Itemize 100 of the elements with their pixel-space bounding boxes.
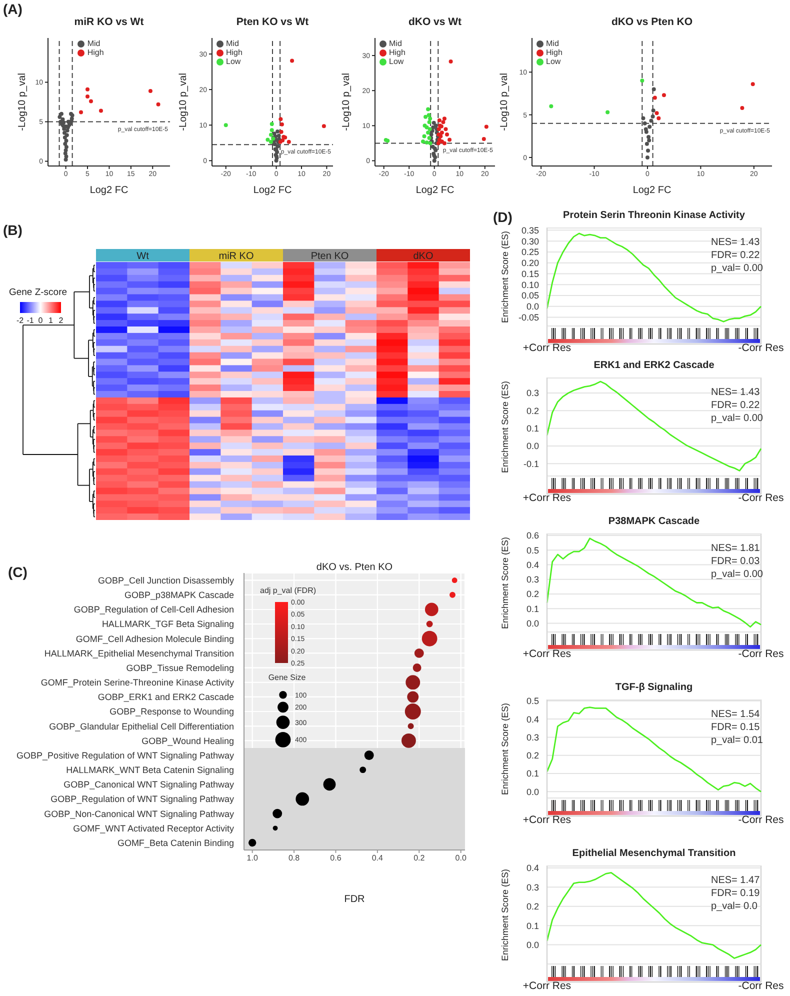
- chart-title: Pten KO vs Wt: [235, 16, 310, 28]
- y-tick-label: 0.1: [526, 424, 539, 434]
- color-bar-label: -2: [16, 316, 24, 325]
- x-tick-label: -Corr Res: [738, 814, 784, 826]
- x-axis-title: Log2 FC: [416, 185, 454, 196]
- x-axis-title: Log2 FC: [253, 185, 292, 196]
- text: (B): [3, 222, 22, 238]
- x-axis-title: Log2 FC: [632, 185, 672, 196]
- y-tick-label: 0.1: [526, 768, 539, 779]
- y-tick-label: GOMF_Beta Catenin Binding: [117, 838, 234, 848]
- x-tick-label: +Corr Res: [522, 980, 572, 992]
- y-tick-label: 0.0: [526, 786, 539, 797]
- y-tick-label: 0.0: [526, 441, 539, 452]
- chart-title: ERK1 and ERK2 Cascade: [592, 360, 716, 372]
- x-tick-label: 0.0: [455, 854, 467, 863]
- y-axis-title: Enrichment Score (ES): [500, 536, 510, 630]
- y-axis-title: Enrichment Score (ES): [500, 702, 510, 796]
- legend-label: Low: [226, 57, 241, 66]
- y-tick-label: GOBP_p38MAPK Cascade: [124, 590, 234, 600]
- legend-label: Low: [389, 57, 404, 66]
- chart-title: miR KO vs Wt: [73, 16, 145, 28]
- y-tick-label: 0.4: [526, 863, 539, 874]
- y-tick-label: 0.20: [521, 258, 539, 268]
- y-tick-label: 0.2: [526, 902, 539, 912]
- y-tick-label: 0.5: [526, 696, 539, 706]
- annotation: p_val= 0.0: [711, 901, 758, 912]
- chart-title: dKO vs Wt: [407, 16, 463, 28]
- y-tick-label: HALLMARK_WNT Beta Catenin Signaling: [66, 765, 234, 776]
- y-tick-label: 0.35: [521, 225, 539, 236]
- y-tick-label: 0.3: [526, 732, 539, 742]
- y-tick-label: GOMF_WNT Activated Receptor Activity: [73, 823, 234, 834]
- x-tick-label: 0.2: [414, 854, 426, 863]
- x-tick-label: -Corr Res: [738, 492, 784, 504]
- y-tick-label: GOBP_Canonical WNT Signaling Pathway: [64, 780, 234, 790]
- x-axis-title: Log2 FC: [90, 185, 128, 196]
- x-tick-label: Wt: [136, 251, 150, 262]
- y-tick-label: GOBP_Regulation of Cell-Cell Adhesion: [74, 604, 234, 615]
- y-tick-label: 0.3: [526, 882, 539, 892]
- y-tick-label: 0.4: [526, 560, 539, 570]
- x-axis-title: FDR: [344, 894, 365, 905]
- y-axis-title: -Log10 p_val: [178, 73, 188, 131]
- legend-title: Gene Size: [268, 673, 306, 682]
- y-tick-label: 0.10: [521, 280, 539, 290]
- chart-title: Epithelial Mesenchymal Transition: [571, 848, 737, 860]
- y-tick-label: GOBP_Positive Regulation of WNT Signaling Pathway: [16, 750, 234, 760]
- chart-title: Protein Serin Threonin Kinase Activity: [562, 210, 746, 222]
- y-axis-title: Enrichment Score (ES): [500, 868, 510, 962]
- y-tick-label: -0.1: [523, 458, 539, 469]
- y-tick-label: 0.0: [526, 940, 539, 950]
- legend-label: High: [226, 48, 242, 57]
- y-tick-label: GOMF_Cell Adhesion Molecule Binding: [76, 634, 234, 644]
- x-tick-label: 1.0: [246, 854, 258, 863]
- annotation: NES= 1.43: [711, 237, 760, 248]
- y-tick-label: GOBP_Cell Junction Disassembly: [98, 575, 234, 586]
- y-tick-label: 0.15: [521, 268, 539, 279]
- y-tick-label: 0.25: [521, 247, 539, 258]
- annotation: NES= 1.47: [711, 875, 760, 886]
- annotation: NES= 1.43: [711, 387, 760, 398]
- x-tick-label: -Corr Res: [738, 648, 784, 660]
- chart-title: P38MAPK Cascade: [607, 516, 701, 528]
- y-tick-label: -0.05: [518, 312, 539, 322]
- y-axis-title: -Log10 p_val: [16, 73, 28, 131]
- y-tick-label: 0.05: [521, 290, 539, 301]
- x-tick-label: +Corr Res: [522, 492, 572, 504]
- x-tick-label: miR KO: [218, 251, 254, 262]
- y-tick-label: GOBP_Glandular Epithelial Cell Differentiation: [49, 721, 234, 732]
- annotation: FDR= 0.15: [711, 722, 760, 733]
- legend-label: Mid: [87, 39, 100, 48]
- y-axis-title: -Log10 p_val: [340, 73, 352, 131]
- x-tick-label: -Corr Res: [738, 980, 784, 992]
- legend-label: High: [87, 48, 104, 57]
- y-axis-title: -Log10 p_val: [498, 73, 510, 131]
- y-tick-label: GOMF_Protein Serine-Threonine Kinase Activity: [40, 678, 234, 688]
- legend-label: Mid: [389, 39, 402, 48]
- legend-label: High: [389, 48, 406, 57]
- y-tick-label: 0.1: [526, 920, 539, 931]
- y-tick-label: 0.30: [521, 236, 539, 246]
- annotation: NES= 1.81: [711, 543, 760, 554]
- color-bar-label: 1: [48, 316, 54, 325]
- x-tick-label: +Corr Res: [522, 648, 572, 660]
- chart-title: TGF-β Signaling: [614, 682, 694, 694]
- annotation: FDR= 0.03: [711, 556, 760, 567]
- y-tick-label: 0.2: [526, 406, 539, 416]
- y-tick-label: 0.4: [526, 714, 539, 724]
- y-tick-label: 0.5: [526, 545, 539, 556]
- x-tick-label: +Corr Res: [522, 342, 572, 354]
- x-tick-label: -Corr Res: [738, 342, 784, 354]
- y-tick-label: 0.2: [526, 589, 539, 600]
- chart-title: dKO vs Pten KO: [610, 16, 694, 28]
- annotation: p_val= 0.00: [711, 569, 764, 580]
- annotation: p_val= 0.00: [711, 413, 764, 424]
- x-tick-label: 0.8: [288, 854, 300, 863]
- color-bar-label: 2: [58, 316, 64, 325]
- annotation: FDR= 0.22: [711, 400, 760, 411]
- y-tick-label: 0.2: [526, 750, 539, 761]
- y-tick-label: GOBP_ERK1 and ERK2 Cascade: [98, 692, 234, 702]
- x-tick-label: 0.4: [372, 854, 384, 863]
- x-tick-label: 0.6: [330, 854, 342, 863]
- y-tick-label: 0.1: [526, 604, 539, 614]
- y-tick-label: 0.0: [526, 302, 539, 312]
